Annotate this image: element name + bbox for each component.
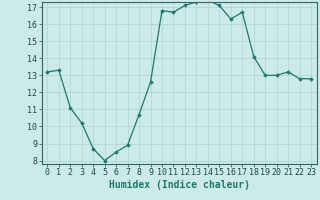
X-axis label: Humidex (Indice chaleur): Humidex (Indice chaleur) [109,180,250,190]
